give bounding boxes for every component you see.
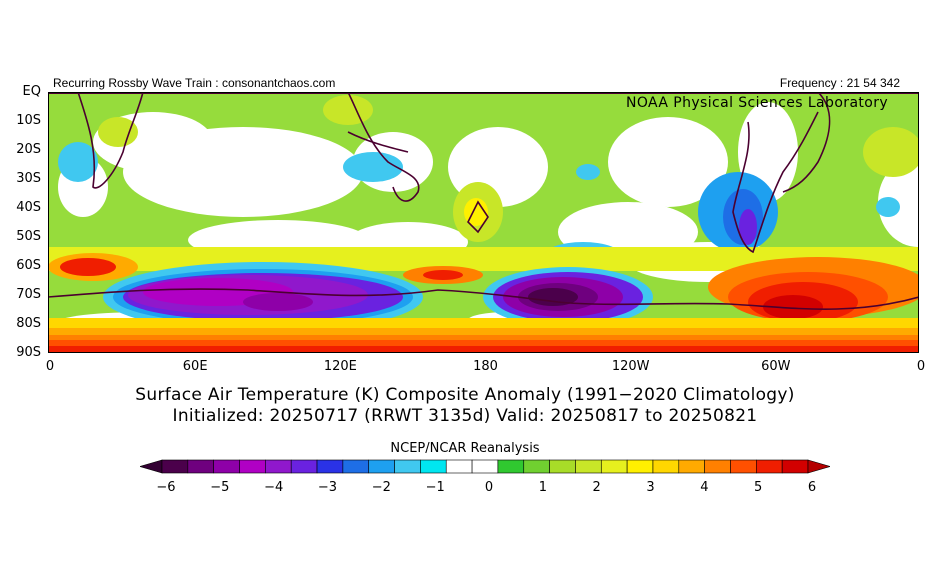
colorbar-tick-label: −6 — [156, 480, 176, 495]
southern-warm-band — [48, 247, 919, 322]
lab-name: NOAA Physical Sciences Laboratory — [626, 95, 889, 111]
colorbar — [140, 459, 830, 474]
colorbar-swatch — [420, 459, 447, 474]
latitude-label: 30S — [16, 171, 41, 186]
colorbar-swatch — [290, 459, 318, 474]
colorbar-tick-label: 1 — [538, 480, 547, 495]
header-frequency: Frequency : 21 54 342 — [779, 76, 900, 90]
colorbar-swatch — [265, 459, 292, 474]
colorbar-tick-label: −5 — [210, 480, 230, 495]
colorbar-tick-label: 2 — [592, 480, 601, 495]
latitude-label: 50S — [16, 229, 41, 244]
colorbar-swatch — [781, 459, 809, 474]
colorbar-swatch — [678, 459, 705, 474]
colorbar-tick-label: 4 — [700, 480, 709, 495]
colorbar-tick-label: 0 — [484, 480, 494, 495]
colorbar-swatch — [600, 459, 628, 474]
colorbar-swatch — [239, 459, 266, 474]
colorbar-swatch — [161, 459, 189, 474]
header-credit: Recurring Rossby Wave Train : consonantc… — [53, 76, 336, 90]
colorbar-tick-label: −3 — [317, 480, 338, 495]
colorbar-swatch — [342, 459, 370, 474]
colorbar-high-arrow — [807, 459, 830, 474]
colorbar-swatch — [394, 459, 421, 474]
colorbar-tick-label: −2 — [371, 480, 391, 495]
colorbar-swatch — [445, 459, 473, 474]
longitude-label: 0 — [916, 359, 926, 374]
longitude-label: 60E — [182, 359, 208, 374]
colorbar-swatch — [730, 459, 757, 474]
colorbar-swatch — [626, 459, 654, 474]
colorbar-swatch — [523, 459, 550, 474]
longitude-label: 0 — [45, 359, 55, 374]
colorbar-tick-label: 6 — [807, 480, 817, 495]
map-title: Surface Air Temperature (K) Composite An… — [135, 385, 795, 405]
antarctic-cold-anomalies — [103, 262, 653, 332]
colorbar-swatch — [549, 459, 576, 474]
colorbar-tick-label: 5 — [754, 480, 763, 495]
colorbar-swatch — [497, 459, 525, 474]
latitude-label: 90S — [16, 345, 41, 360]
colorbar-swatch — [368, 459, 395, 474]
latitude-label: 80S — [16, 316, 41, 331]
longitude-label: 120W — [611, 359, 650, 374]
colorbar-swatch — [756, 459, 783, 474]
colorbar-swatch — [704, 459, 731, 474]
anomaly-map — [48, 92, 919, 353]
colorbar-title: NCEP/NCAR Reanalysis — [390, 441, 540, 456]
colorbar-swatch — [575, 459, 602, 474]
colorbar-swatch — [213, 459, 240, 474]
polar-warm-bands — [48, 318, 919, 353]
latitude-label: 40S — [16, 200, 41, 215]
latitude-label: 20S — [16, 142, 41, 157]
coastlines — [48, 92, 919, 310]
map-subtitle: Initialized: 20250717 (RRWT 3135d) Valid… — [172, 406, 758, 426]
latitude-label: EQ — [22, 84, 41, 99]
latitude-label: 10S — [16, 113, 41, 128]
longitude-label: 60W — [761, 359, 791, 374]
colorbar-swatch — [316, 459, 344, 474]
colorbar-tick-label: −1 — [425, 480, 445, 495]
colorbar-low-arrow — [140, 459, 163, 474]
colorbar-swatch — [471, 459, 499, 474]
colorbar-tick-label: 3 — [646, 480, 655, 495]
colorbar-swatch — [187, 459, 214, 474]
latitude-label: 70S — [16, 287, 41, 302]
colorbar-swatch — [652, 459, 680, 474]
longitude-label: 180 — [473, 359, 498, 374]
longitude-label: 120E — [323, 359, 357, 374]
latitude-label: 60S — [16, 258, 41, 273]
colorbar-tick-label: −4 — [264, 480, 284, 495]
map-border — [48, 92, 919, 353]
